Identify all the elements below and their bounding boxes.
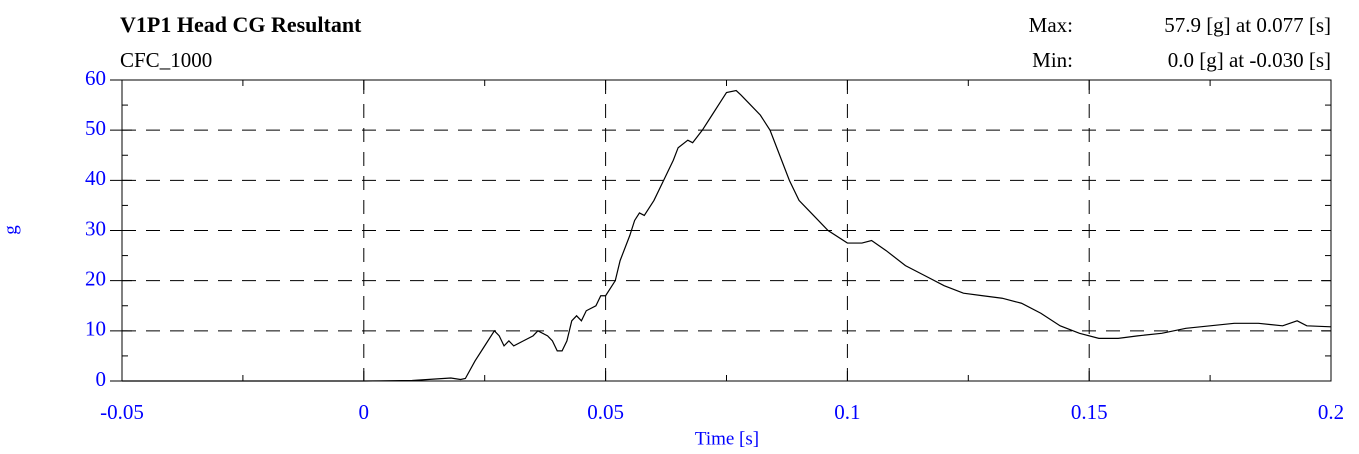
y-tick-label: 60	[85, 66, 106, 90]
plot-frame	[121, 79, 1332, 382]
y-tick-label: 40	[85, 166, 106, 190]
x-tick-label: -0.05	[100, 400, 144, 424]
y-tick-label: 10	[85, 317, 106, 341]
chart-title: V1P1 Head CG Resultant	[120, 12, 362, 37]
x-tick-label: 0.05	[587, 400, 624, 424]
x-axis-label: Time [s]	[695, 428, 759, 449]
y-axis-label: g	[0, 225, 21, 235]
x-tick-label: 0	[359, 400, 370, 424]
min-label: Min:	[1032, 48, 1073, 72]
data-line	[122, 89, 1332, 382]
min-text: 0.0 [g] at -0.030 [s]	[1168, 48, 1331, 72]
x-tick-label: 0.2	[1318, 400, 1344, 424]
y-tick-label: 0	[96, 367, 107, 391]
max-text: 57.9 [g] at 0.077 [s]	[1164, 13, 1331, 37]
y-tick-label: 50	[85, 116, 106, 140]
chart-subtitle: CFC_1000	[120, 48, 212, 72]
x-tick-label: 0.15	[1071, 400, 1108, 424]
y-tick-label: 30	[85, 216, 106, 240]
y-tick-label: 20	[85, 266, 106, 290]
max-label: Max:	[1029, 13, 1073, 37]
x-tick-label: 0.1	[834, 400, 860, 424]
